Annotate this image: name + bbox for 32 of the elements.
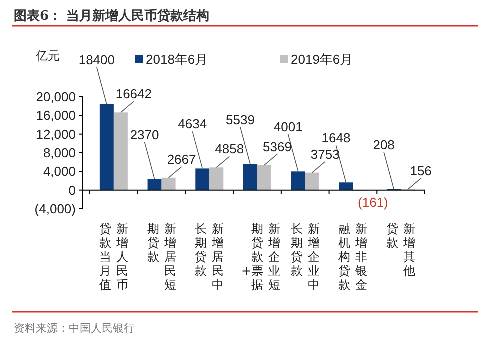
data-label: 4634 (178, 116, 208, 132)
data-label: (161) (358, 195, 388, 210)
category-label: 新增企业中长期贷款 (290, 222, 320, 292)
category-label: 新增人民币贷款当月值 (99, 222, 128, 292)
data-label: 16642 (116, 86, 152, 102)
y-tick-label: 20,000 (36, 90, 76, 104)
category-label: 新增居民短期贷款 (147, 222, 176, 292)
data-label: 18400 (78, 52, 116, 68)
y-axis-title: 亿元 (35, 49, 60, 63)
category-label: 新增企业短期贷款+票据 (241, 222, 280, 292)
data-label: 5369 (263, 139, 292, 154)
y-tick-label: 0 (68, 182, 76, 198)
y-tick-label: 4,000 (43, 164, 76, 180)
data-label: 208 (373, 137, 395, 152)
data-label: 4858 (215, 142, 244, 157)
data-label: 156 (410, 164, 432, 179)
y-tick-label: 16,000 (36, 108, 76, 124)
data-label: 2667 (167, 152, 196, 167)
data-label: 1648 (322, 130, 351, 146)
category-label: 新增非银金融机构贷款 (338, 222, 368, 292)
legend-label: 2018年6月 (146, 52, 208, 67)
data-label: 2370 (130, 127, 160, 142)
category-label: 新增居民中长期贷款 (195, 222, 224, 292)
text: 资料来源：中国人民银行 (14, 322, 135, 335)
legend-label: 2019年6月 (291, 52, 354, 67)
data-label: 4001 (274, 120, 303, 135)
y-tick-label: 12,000 (36, 126, 76, 142)
chart-title: 图表6： 当月新增人民币贷款结构 (14, 8, 210, 24)
data-label: 5539 (226, 112, 255, 128)
category-label: 新增其他贷款 (386, 222, 416, 278)
y-tick-label: (4,000) (34, 202, 76, 216)
y-tick-label: 8,000 (43, 146, 76, 160)
